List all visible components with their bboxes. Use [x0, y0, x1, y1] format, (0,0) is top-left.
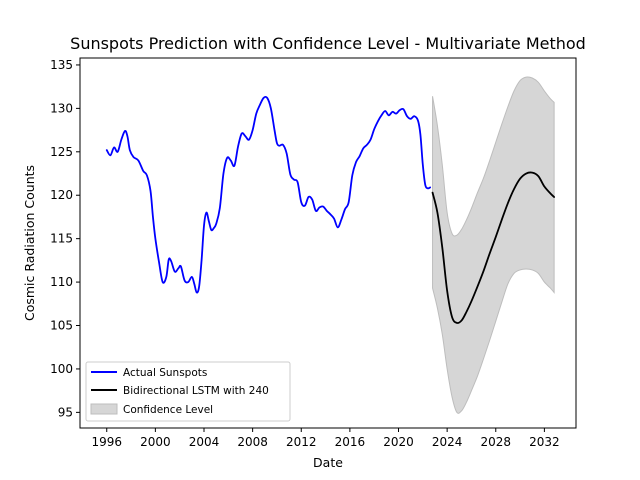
x-tick-label: 2012 [286, 435, 317, 449]
y-tick-label: 95 [58, 405, 73, 419]
x-tick-label: 2016 [335, 435, 366, 449]
legend-frame [85, 361, 291, 422]
legend: Actual Sunspots Bidirectional LSTM with … [85, 361, 291, 422]
x-tick-label: 2004 [189, 435, 220, 449]
x-axis-label: Date [313, 455, 343, 470]
series-line-bidirectional-lstm [431, 171, 556, 324]
x-axis: 1996 2000 2004 2008 2012 2016 2020 2024 2028 2032 [91, 428, 560, 449]
y-tick-label: 120 [50, 188, 73, 202]
y-tick-label: 135 [50, 58, 73, 72]
x-tick-label: 2020 [383, 435, 414, 449]
x-tick-label: 2024 [432, 435, 463, 449]
y-tick-label: 105 [50, 319, 73, 333]
x-tick-label: 2008 [237, 435, 268, 449]
x-tick-label: 1996 [91, 435, 122, 449]
y-tick-label: 115 [50, 232, 73, 246]
y-tick-label: 125 [50, 145, 73, 159]
series-layer [105, 95, 556, 324]
x-tick-label: 2000 [140, 435, 171, 449]
y-tick-label: 110 [50, 275, 73, 289]
plot-area-frame [79, 57, 577, 429]
y-axis: 95 100 105 110 115 120 125 130 135 [50, 58, 80, 419]
chart-title: Sunspots Prediction with Confidence Leve… [70, 34, 586, 53]
y-tick-label: 130 [50, 101, 73, 115]
legend-label-predicted: Bidirectional LSTM with 240 [123, 385, 269, 397]
legend-label-confidence: Confidence Level [123, 404, 213, 416]
legend-swatch-confidence [90, 403, 118, 415]
y-axis-label: Cosmic Radiation Counts [22, 165, 37, 321]
x-tick-label: 2028 [480, 435, 511, 449]
legend-label-actual: Actual Sunspots [123, 367, 207, 379]
y-tick-label: 100 [50, 362, 73, 376]
series-line-actual-sunspots [105, 95, 432, 294]
x-tick-label: 2032 [529, 435, 560, 449]
